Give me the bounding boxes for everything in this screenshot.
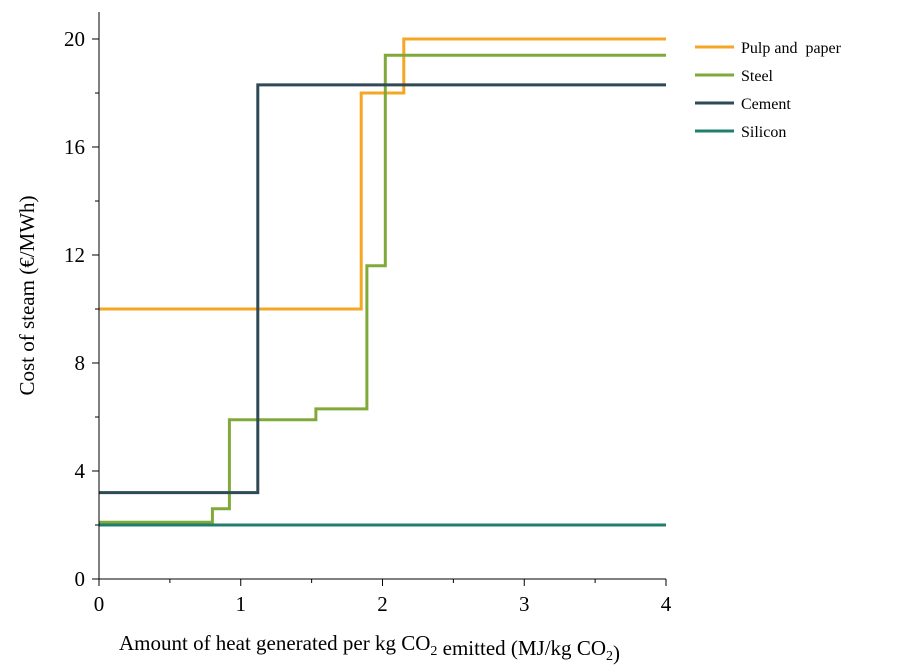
legend-label: Silicon bbox=[741, 124, 786, 141]
y-tick-label: 20 bbox=[64, 27, 85, 51]
y-tick-label: 16 bbox=[64, 135, 85, 159]
x-tick-label: 4 bbox=[661, 592, 672, 616]
series-line-pulp-and-paper bbox=[99, 37, 666, 311]
y-axis-title: Cost of steam (€/MWh) bbox=[15, 195, 39, 395]
x-tick-label: 3 bbox=[519, 592, 530, 616]
x-axis-title: Amount of heat generated per kg CO2 emit… bbox=[119, 631, 620, 665]
series-line-steel bbox=[99, 53, 666, 524]
x-tick-label: 2 bbox=[377, 592, 388, 616]
legend-label: Cement bbox=[741, 96, 791, 113]
y-tick-label: 12 bbox=[64, 243, 85, 267]
x-tick-label: 1 bbox=[236, 592, 247, 616]
y-tick-label: 4 bbox=[75, 459, 86, 483]
y-tick-label: 8 bbox=[75, 351, 86, 375]
y-tick-label: 0 bbox=[75, 567, 86, 591]
legend-label: Steel bbox=[741, 68, 774, 85]
series-line-cement bbox=[99, 83, 666, 495]
x-tick-label: 0 bbox=[94, 592, 105, 616]
legend-label: Pulp and paper bbox=[741, 40, 842, 57]
